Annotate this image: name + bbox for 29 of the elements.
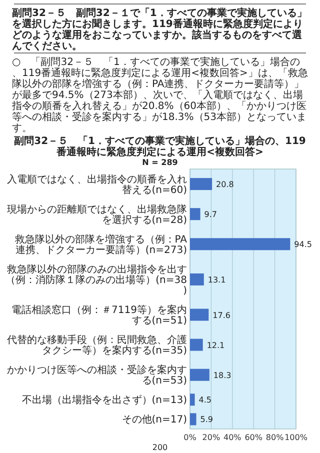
- x-tick-label: 20%: [202, 433, 220, 442]
- data-label: 18.3: [213, 370, 232, 380]
- data-label: 9.7: [204, 210, 218, 220]
- category-label: その他(n=17): [122, 414, 187, 426]
- category-label: 代替的な移動手段（例：民間救急、介護タクシー等）を案内する(n=35): [7, 335, 187, 357]
- data-label: 13.1: [208, 275, 226, 284]
- data-label: 5.9: [200, 415, 213, 424]
- x-tick-label: 40%: [224, 433, 242, 442]
- page-number: 200: [152, 443, 168, 452]
- heading: 副問32－５ 副問32－１で「1．すべての事業で実施している」を選択した方にお聞きします。119番通報時に緊急度判定によりどのような運用をおこなっていますか。該当するものをすべて選んでください。: [12, 8, 307, 52]
- data-label: 20.8: [216, 180, 234, 190]
- category-label: かかりつけ医等への相談・受診を案内する(n=53): [7, 365, 187, 387]
- chart-subtitle: N = 289: [142, 158, 178, 167]
- category-label: 救急隊以外の部隊のみの出場指令を出す（例：消防隊１隊のみの出場等）(n=38): [6, 264, 187, 296]
- category-label: 不出場（出場指令を出さず）(n=13): [22, 395, 187, 406]
- x-tick-label: 100%: [284, 433, 308, 442]
- category-label: 救急隊以外の部隊を増強する（例：PA連携、ドクターカー要請等）(n=273): [14, 234, 187, 256]
- category-label: 入電順ではなく、出場指令の順番を入れ替える(n=60): [7, 174, 187, 196]
- x-tick-label: 60%: [244, 433, 263, 442]
- x-tick-label: 0%: [184, 433, 197, 442]
- x-tick-label: 80%: [266, 433, 284, 442]
- category-label: 電話相談窓口（例：＃7119等）を案内する(n=51): [12, 305, 187, 326]
- data-label: 4.5: [198, 396, 212, 405]
- data-label: 94.5: [294, 240, 312, 250]
- category-label: 現場からの距離順ではなく、出場救急隊を選択する(n=28): [7, 204, 187, 226]
- chart-title: 副問32－５ 「1．すべての事業で実施している」場合の、119番通報時に緊急度判定による運用<複数回答>: [14, 136, 306, 158]
- data-label: 12.1: [206, 340, 225, 350]
- paragraph: ○ 「副問32－５ 「1．すべての事業で実施している」場合の、119番通報時に緊急度判定による運用<複数回答>」は、「救急隊以外の部隊を増強する（例：PA連携、ドクターカー要請等）」が最多で94.5%（273本部）、次いで、「入電順ではなく、出場指令の順番を入れ替える」が20.8%（60本部）、「かかりつけ医等への相談・受診を案内する」が18.3%（53本部）となっています。: [12, 57, 308, 134]
- data-label: 17.6: [212, 310, 230, 320]
